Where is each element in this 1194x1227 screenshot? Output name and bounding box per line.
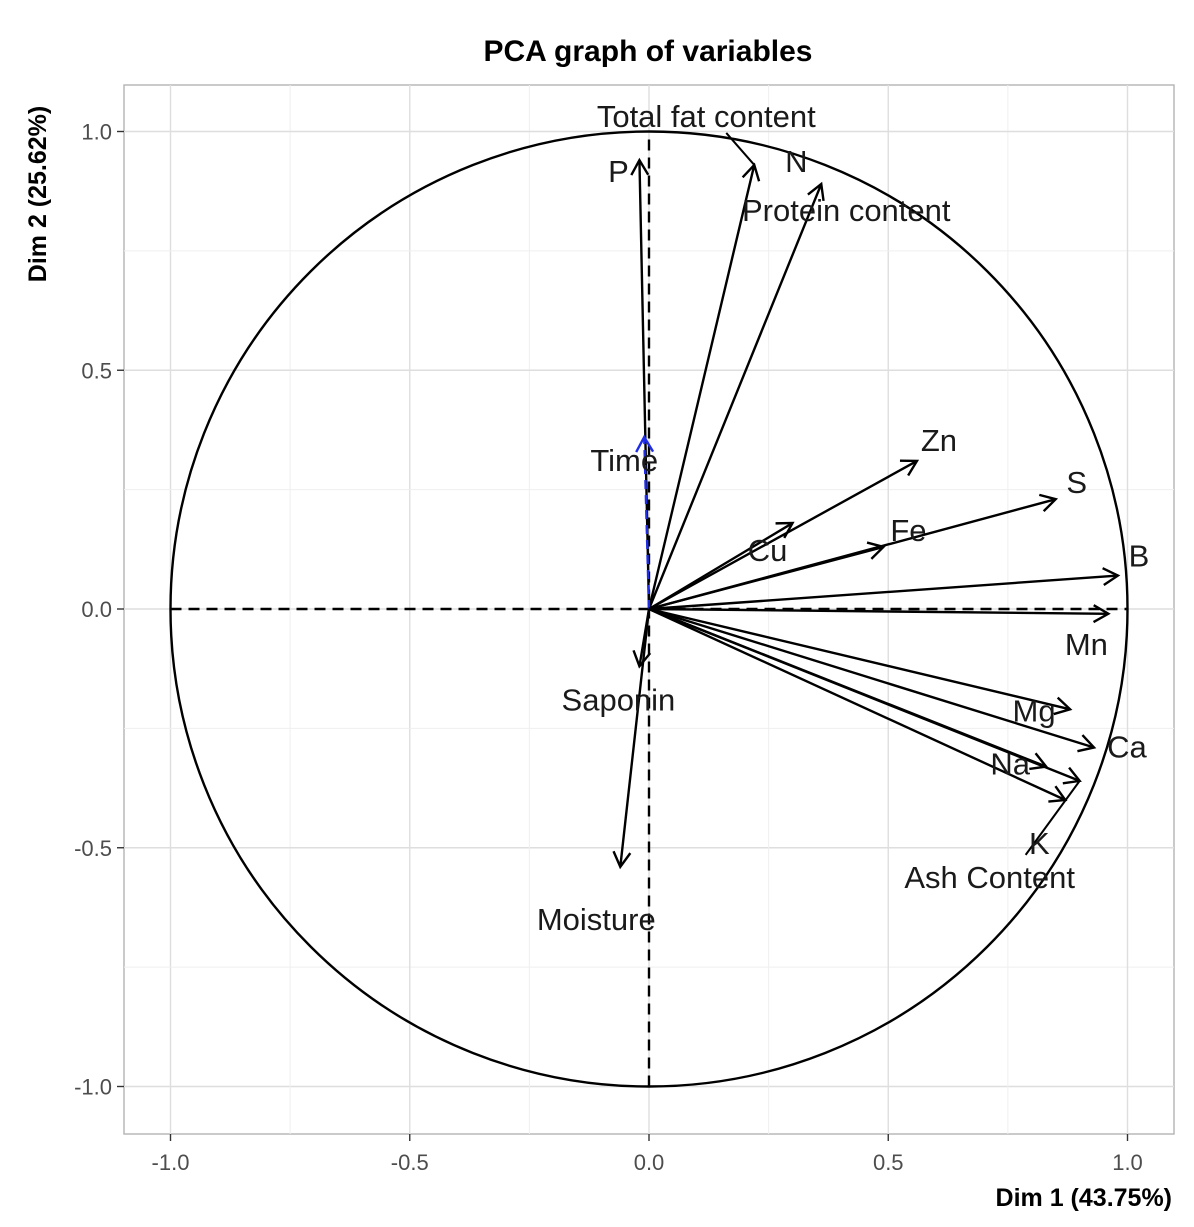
label-b: B xyxy=(1129,539,1150,574)
arrow-shaft xyxy=(648,574,1119,611)
arrow-head xyxy=(1038,493,1059,513)
leader-total-fat-content xyxy=(725,132,756,166)
arrow-time xyxy=(635,434,655,610)
arrow-shaft xyxy=(643,437,651,610)
arrow-shaft xyxy=(648,607,1071,711)
leader-ash-content xyxy=(1024,780,1081,856)
label-time: Time xyxy=(590,443,658,478)
label-p: P xyxy=(608,154,629,189)
label-k: K xyxy=(1029,826,1050,861)
label-cu: Cu xyxy=(748,533,788,568)
arrow-cu xyxy=(648,521,795,611)
arrow-shaft xyxy=(648,459,918,611)
label-n: N xyxy=(785,144,807,179)
label-s: S xyxy=(1066,465,1087,500)
y-tick-label: -0.5 xyxy=(74,836,112,861)
label-mn: Mn xyxy=(1065,627,1108,662)
arrow-head xyxy=(612,850,632,870)
label-total-fat-content: Total fat content xyxy=(597,99,816,134)
arrow-p xyxy=(630,157,651,610)
arrow-head xyxy=(1102,567,1121,587)
variable-arrows xyxy=(612,157,1121,870)
arrow-head xyxy=(1092,604,1111,624)
label-moisture: Moisture xyxy=(537,902,656,937)
x-tick-label: -0.5 xyxy=(391,1150,429,1175)
arrow-ca xyxy=(648,607,1097,753)
arrow-head xyxy=(866,541,886,560)
label-protein-content: Protein content xyxy=(742,193,951,228)
arrow-head xyxy=(1077,734,1097,753)
arrow-shaft xyxy=(619,608,651,867)
arrow-head xyxy=(630,157,650,176)
label-ca: Ca xyxy=(1107,729,1147,764)
arrow-shaft xyxy=(647,183,823,610)
y-axis-title: Dim 2 (25.62%) xyxy=(24,106,52,282)
label-ash-content: Ash Content xyxy=(904,860,1075,895)
arrow-mn xyxy=(648,604,1111,624)
arrow-mg xyxy=(648,607,1073,716)
chart-title: PCA graph of variables xyxy=(484,35,813,68)
label-zn: Zn xyxy=(921,423,957,458)
arrow-shaft xyxy=(638,160,651,610)
y-axis-ticks: -1.0 -0.5 0.0 0.5 1.0 xyxy=(74,120,124,1100)
y-tick-label: 0.5 xyxy=(81,358,112,383)
arrow-shaft xyxy=(648,607,1081,783)
arrow-head xyxy=(899,459,920,477)
arrow-zn xyxy=(648,459,920,611)
arrow-shaft xyxy=(648,607,1066,802)
arrow-n xyxy=(647,181,825,610)
y-tick-label: -1.0 xyxy=(74,1075,112,1100)
arrow-shaft xyxy=(648,607,1109,615)
arrow-fe xyxy=(648,541,886,611)
x-tick-label: 0.0 xyxy=(634,1150,665,1175)
x-tick-label: 0.5 xyxy=(873,1150,904,1175)
arrow-head xyxy=(1053,696,1073,716)
x-axis-ticks: -1.0 -0.5 0.0 0.5 1.0 xyxy=(152,1134,1143,1175)
arrow-head xyxy=(635,434,655,453)
y-tick-label: 1.0 xyxy=(81,120,112,145)
x-axis-title: Dim 1 (43.75%) xyxy=(996,1184,1172,1212)
label-saponin: Saponin xyxy=(562,682,676,717)
label-na: Na xyxy=(990,747,1030,782)
x-tick-label: 1.0 xyxy=(1112,1150,1143,1175)
arrow-b xyxy=(648,567,1121,611)
x-tick-label: -1.0 xyxy=(152,1150,190,1175)
arrow-shaft xyxy=(647,164,756,610)
arrow-shaft xyxy=(648,545,884,611)
y-tick-label: 0.0 xyxy=(81,597,112,622)
label-mg: Mg xyxy=(1013,693,1056,728)
arrow-shaft xyxy=(648,607,1095,749)
arrow-head xyxy=(775,521,795,539)
arrow-shaft xyxy=(648,522,794,611)
arrow-moisture xyxy=(612,608,651,870)
arrow-head xyxy=(807,181,825,202)
arrow-head xyxy=(632,649,652,669)
label-fe: Fe xyxy=(890,513,926,548)
variable-labels: Total fat content N Protein content P Time Zn… xyxy=(537,99,1149,937)
